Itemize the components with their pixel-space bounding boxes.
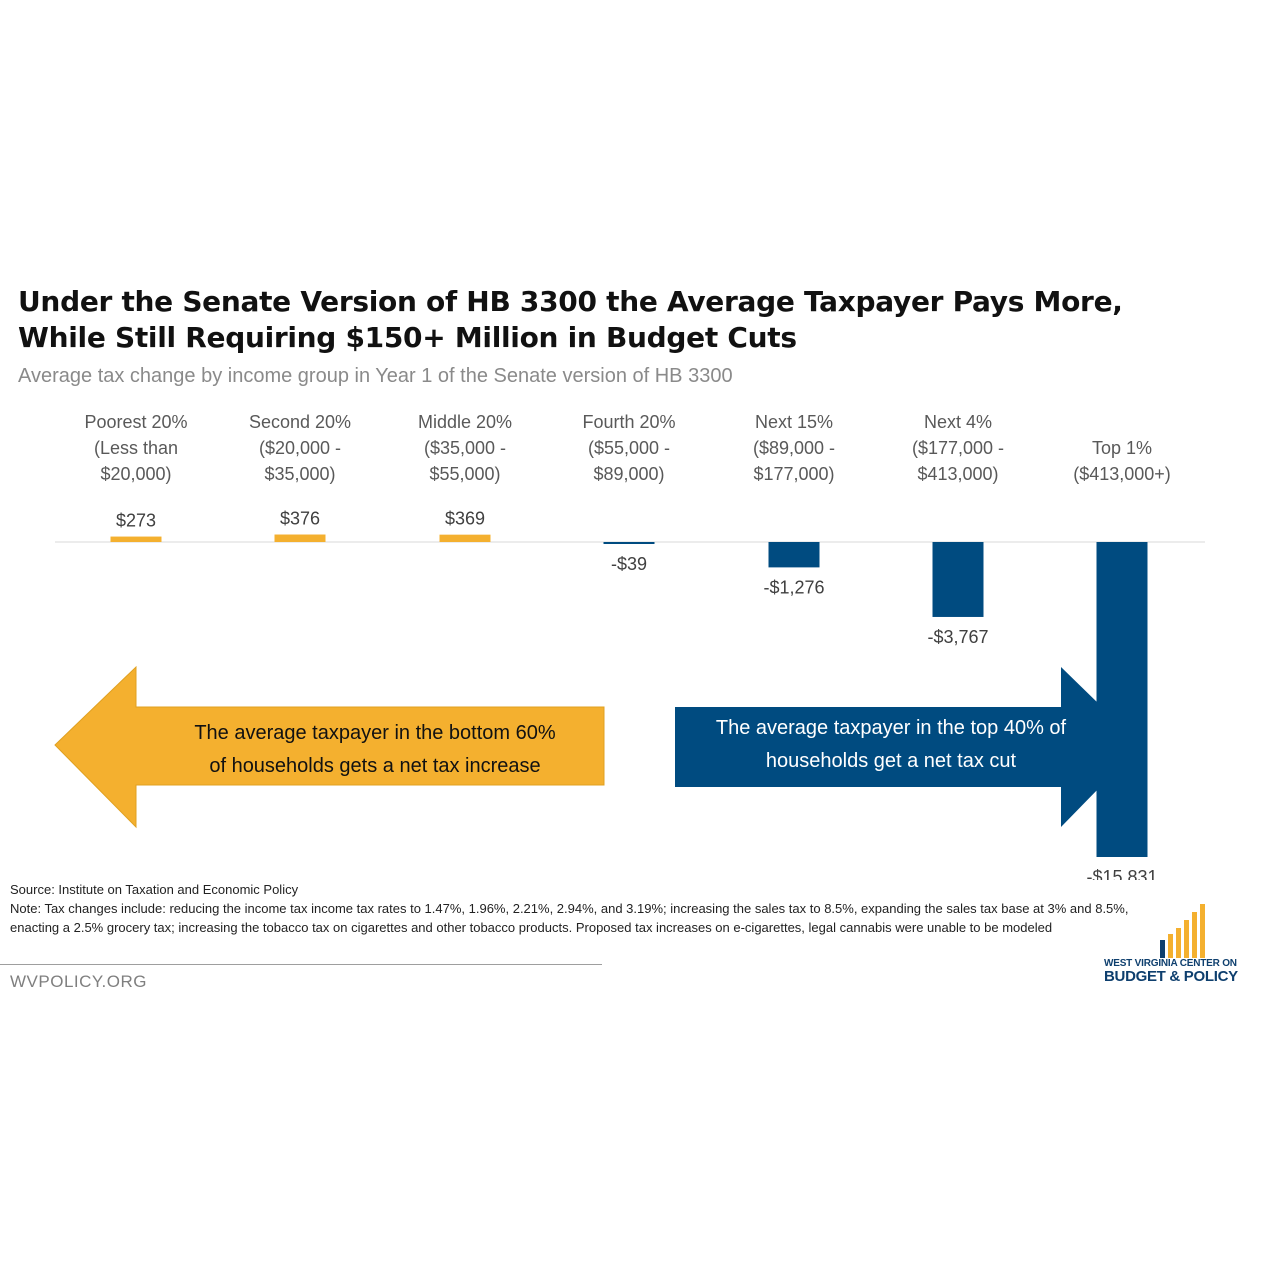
bar-6 [1096,542,1148,857]
category-label-line: $413,000) [917,464,999,484]
category-label-line: Fourth 20% [582,412,676,432]
category-label-line: Next 15% [754,412,834,432]
left-arrow-text-line-1: of households gets a net tax increase [209,755,540,777]
source-note: Source: Institute on Taxation and Econom… [10,882,299,897]
top-bar-group: -$15,831 [1086,542,1158,880]
category-label-line: Next 4% [923,412,993,432]
right-arrow [675,667,1141,827]
bar-1 [274,534,326,542]
category-label-line: ($35,000 - [423,438,507,458]
logo-text-small: WEST VIRGINIA CENTER ON [1104,958,1237,969]
logo-bars-icon [1160,904,1205,958]
data-label-0: $273 [116,511,156,531]
category-label-line: $35,000) [264,464,336,484]
category-label-6: Top 1% ($413,000+) [1042,435,1202,487]
chart-subtitle: Average tax change by income group in Ye… [18,365,733,387]
bar-5 [932,542,984,617]
bar-0 [110,536,162,542]
category-label-0: Poorest 20% (Less than $20,000) [56,409,216,487]
data-label-6: -$15,831 [1086,867,1157,880]
bar-2 [439,534,491,542]
category-label-line: ($177,000 - [911,438,1005,458]
category-label-line: ($20,000 - [258,438,342,458]
category-label-line: (Less than [93,438,179,458]
category-label-line: $55,000) [429,464,501,484]
category-label-line: ($55,000 - [587,438,671,458]
category-label-1: Second 20% ($20,000 - $35,000) [220,409,380,487]
data-label-3: -$39 [611,554,647,574]
bar-3 [603,542,655,544]
arrows-group: The average taxpayer in the bottom 60% of… [54,665,1141,829]
category-label-4: Next 15% ($89,000 - $177,000) [714,409,874,487]
category-label-line: ($89,000 - [752,438,836,458]
category-label-line: Second 20% [248,412,352,432]
data-label-5: -$3,767 [927,627,988,647]
logo-text-big: BUDGET & POLICY [1104,968,1238,985]
data-label-4: -$1,276 [763,577,824,597]
chart-title: Under the Senate Version of HB 3300 the … [18,285,1123,354]
site-link[interactable]: WVPOLICY.ORG [10,972,147,991]
tax-note: Note: Tax changes include: reducing the … [10,901,1129,935]
footer-divider [0,964,602,965]
data-label-1: $376 [280,509,320,529]
right-arrow-text-line-1: households get a net tax cut [766,750,1017,772]
left-arrow [54,665,605,829]
category-label-3: Fourth 20% ($55,000 - $89,000) [549,409,709,487]
category-label-line: Middle 20% [417,412,513,432]
bars-group: $273 $376 $369 -$39 -$1,276 -$3,767 [55,509,1205,647]
category-label-line: Poorest 20% [84,412,188,432]
category-label-line: $177,000) [753,464,835,484]
category-label-2: Middle 20% ($35,000 - $55,000) [385,409,545,487]
category-label-5: Next 4% ($177,000 - $413,000) [878,409,1038,487]
data-label-2: $369 [445,509,485,529]
category-label-line: $20,000) [100,464,172,484]
left-arrow-text-line-0: The average taxpayer in the bottom 60% [194,722,556,744]
bar-4 [768,542,820,568]
bar-chart: $273 $376 $369 -$39 -$1,276 -$3,767 The avera… [54,509,1205,880]
category-label-line: ($413,000+) [1073,464,1171,484]
category-label-line: $89,000) [593,464,665,484]
footer: Source: Institute on Taxation and Econom… [10,880,1180,937]
right-arrow-text-line-0: The average taxpayer in the top 40% of [716,717,1067,739]
category-label-line: Top 1% [1091,438,1153,458]
